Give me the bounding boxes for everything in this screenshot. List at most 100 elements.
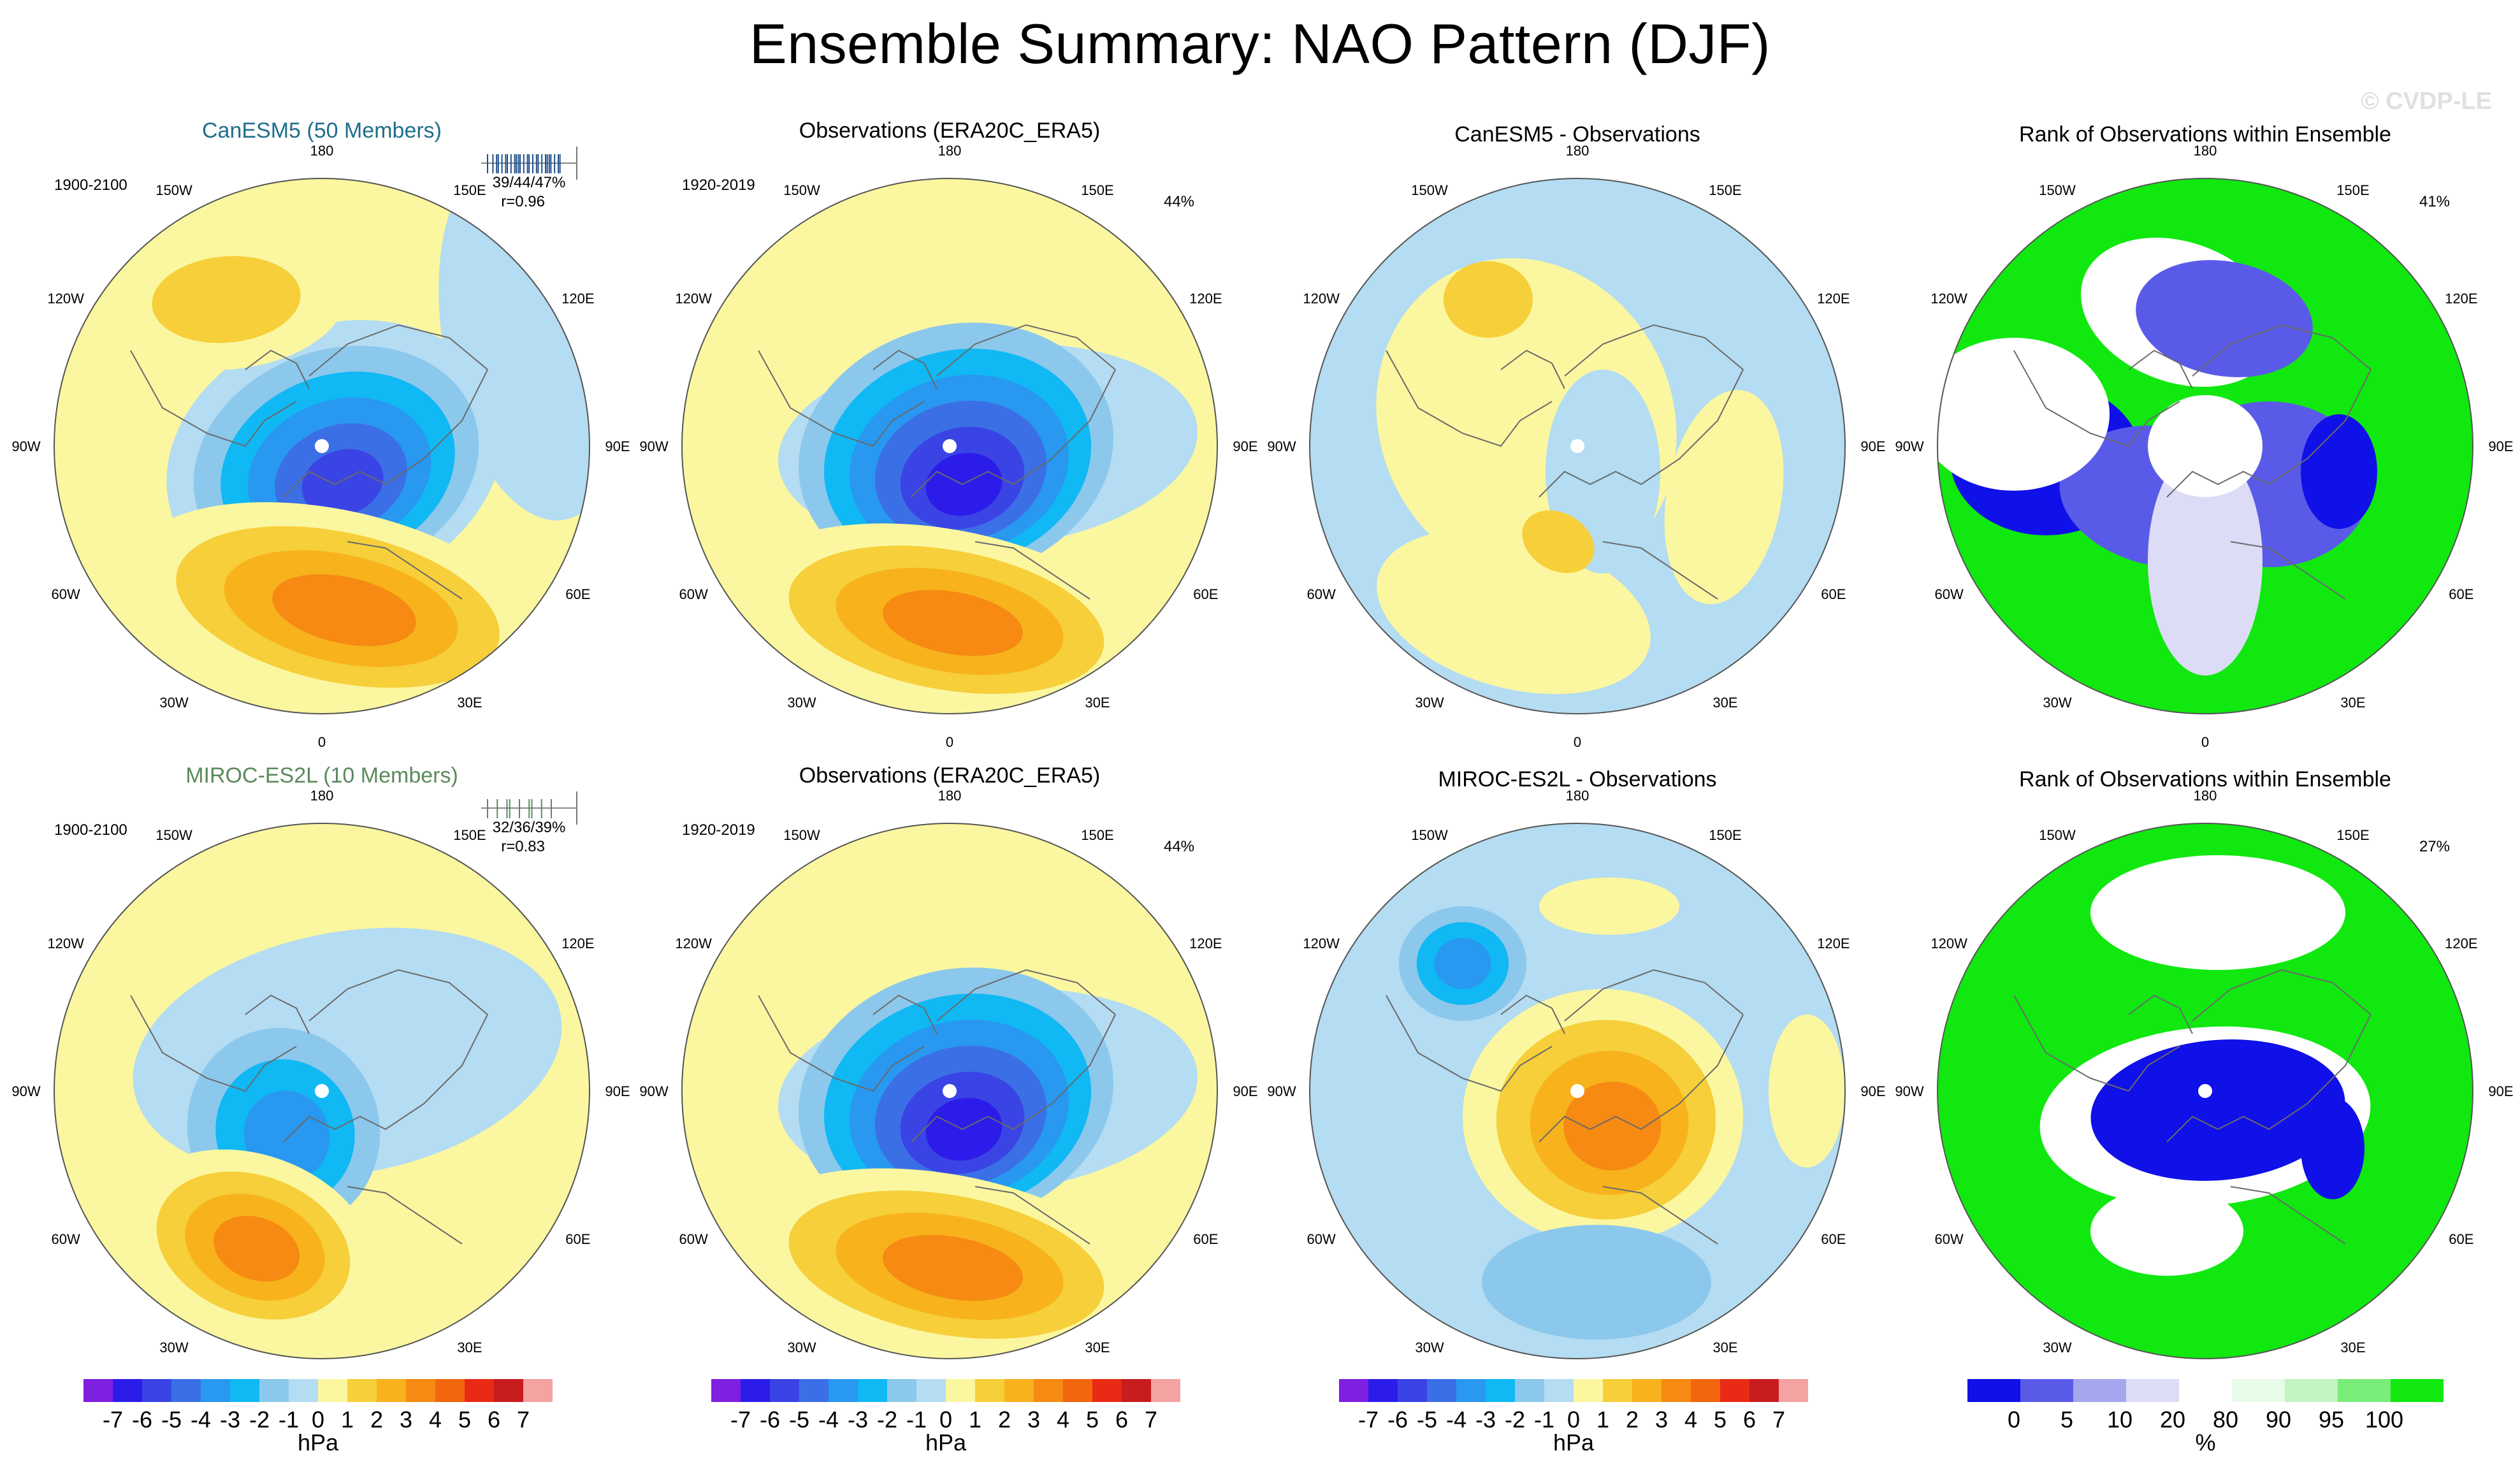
colorbar-tick-label: -7 bbox=[730, 1406, 751, 1433]
map-miroc-pattern-frame bbox=[54, 823, 590, 1359]
colorbar-tick-label: -7 bbox=[1358, 1406, 1379, 1433]
lon-label-120E: 120E bbox=[2445, 291, 2477, 307]
coastline bbox=[2013, 350, 2180, 447]
colorbar-hpa-3: -7 -6 -5 -4 -3 -2 -1 0 1 2 3 4 5 6 7 hPa bbox=[1339, 1379, 1808, 1456]
map-canesm5-minus-obs bbox=[1310, 178, 1845, 714]
colorbar-swatch bbox=[858, 1379, 887, 1402]
lon-label-120E: 120E bbox=[1817, 936, 1850, 951]
map-miroc-minus-obs-pos-east bbox=[1769, 1015, 1845, 1167]
colorbar-tick-label: -1 bbox=[906, 1406, 927, 1433]
colorbar-tick-label: -6 bbox=[760, 1406, 780, 1433]
map-miroc-pattern bbox=[54, 823, 590, 1359]
colorbar-swatch bbox=[1456, 1379, 1486, 1402]
map-rank-row2 bbox=[1937, 823, 2473, 1359]
coastline bbox=[2128, 349, 2193, 389]
map-canesm5-pattern-high-pacific-level-1.5 bbox=[152, 256, 301, 343]
colorbar-swatch bbox=[1398, 1379, 1427, 1402]
colorbar-tick-label: 10 bbox=[2107, 1406, 2133, 1433]
lon-label-150W: 150W bbox=[2039, 182, 2076, 198]
colorbar-tick-label: 5 bbox=[1714, 1406, 1727, 1433]
colorbar-swatch bbox=[377, 1379, 406, 1402]
map-obs-row2 bbox=[682, 823, 1217, 1359]
coastline bbox=[1386, 995, 1553, 1092]
colorbar-tick-label: -6 bbox=[132, 1406, 152, 1433]
lon-label-60E: 60E bbox=[565, 586, 590, 602]
coastline bbox=[2166, 1014, 2372, 1143]
colorbar-unit: hPa bbox=[925, 1429, 967, 1456]
colorbar-tick-label: 3 bbox=[400, 1406, 412, 1433]
colorbar-tick-label: 7 bbox=[517, 1406, 530, 1433]
colorbar-tick-label: -2 bbox=[1505, 1406, 1525, 1433]
coastline bbox=[283, 369, 488, 498]
colorbar-tick-label: -5 bbox=[789, 1406, 809, 1433]
colorbar-tick-label: -4 bbox=[818, 1406, 839, 1433]
colorbar-swatch bbox=[1779, 1379, 1808, 1402]
coastline bbox=[1386, 350, 1553, 447]
member-spread-ticks bbox=[481, 791, 577, 825]
map-obs-row1 bbox=[682, 178, 1217, 714]
map-rank-row2-region bbox=[2090, 1187, 2243, 1276]
coastline bbox=[308, 969, 488, 1022]
colorbar-tick-label: 80 bbox=[2213, 1406, 2238, 1433]
colorbar-tick-label: 1 bbox=[1597, 1406, 1609, 1433]
colorbar-swatch bbox=[2073, 1379, 2126, 1402]
north-pole-marker bbox=[2198, 439, 2212, 453]
colorbar-tick-label: -6 bbox=[1387, 1406, 1408, 1433]
lon-label-150E: 150E bbox=[1081, 827, 1113, 843]
lon-label-150W: 150W bbox=[156, 827, 192, 843]
colorbar-tick-label: -5 bbox=[161, 1406, 182, 1433]
colorbar-swatch bbox=[2338, 1379, 2391, 1402]
lon-label-90W: 90W bbox=[1895, 438, 1923, 454]
lon-label-60W: 60W bbox=[52, 586, 80, 602]
coastline bbox=[130, 350, 297, 447]
panel-title-model: CanESM5 (50 Members) bbox=[202, 119, 442, 143]
coastline bbox=[758, 995, 925, 1092]
period-label: 1900-2100 bbox=[54, 177, 127, 194]
coastline bbox=[936, 324, 1116, 377]
map-miroc-minus-obs-pos-pacific bbox=[1539, 878, 1679, 935]
lon-label-30E: 30E bbox=[2340, 695, 2365, 711]
lon-label-150E: 150E bbox=[2336, 827, 2369, 843]
lon-label-150E: 150E bbox=[453, 827, 486, 843]
map-rank-row2-region bbox=[2090, 855, 2345, 970]
colorbar-swatch bbox=[2232, 1379, 2285, 1402]
colorbar-unit: hPa bbox=[298, 1429, 339, 1456]
colorbar-tick-label: 7 bbox=[1772, 1406, 1785, 1433]
pct-explained-label: 44% bbox=[1164, 838, 1194, 855]
pattern-correlation-label: r=0.83 bbox=[501, 838, 545, 855]
colorbar-swatch bbox=[711, 1379, 741, 1402]
coastline bbox=[245, 349, 310, 389]
lon-label-90W: 90W bbox=[11, 1083, 40, 1099]
colorbar-swatch bbox=[259, 1379, 289, 1402]
map-obs-row1-high-south-level-3.5 bbox=[883, 589, 1023, 656]
pattern-correlation-label: r=0.96 bbox=[501, 193, 545, 210]
colorbar-swatch bbox=[171, 1379, 201, 1402]
colorbar-tick-label: -1 bbox=[279, 1406, 299, 1433]
colorbar-swatch bbox=[523, 1379, 553, 1402]
colorbar-swatch bbox=[1662, 1379, 1691, 1402]
colorbar-tick-label: 20 bbox=[2160, 1406, 2185, 1433]
page-title: Ensemble Summary: NAO Pattern (DJF) bbox=[749, 12, 1771, 75]
coastline bbox=[1500, 349, 1565, 389]
north-pole-marker bbox=[1570, 439, 1584, 453]
colorbar-swatch bbox=[2126, 1379, 2179, 1402]
colorbar-swatch bbox=[1004, 1379, 1034, 1402]
colorbar-swatch bbox=[741, 1379, 770, 1402]
map-rank-row2-frame bbox=[1937, 823, 2473, 1359]
lon-label-30E: 30E bbox=[2340, 1340, 2365, 1355]
coastline bbox=[2192, 969, 2372, 1022]
colorbar-swatch bbox=[1122, 1379, 1151, 1402]
lon-label-90E: 90E bbox=[1860, 1083, 1885, 1099]
colorbar-tick-label: 5 bbox=[2060, 1406, 2073, 1433]
lon-label-120W: 120W bbox=[47, 291, 84, 307]
colorbar-tick-label: 2 bbox=[998, 1406, 1011, 1433]
lon-label-0: 0 bbox=[2201, 734, 2209, 750]
lon-label-30W: 30W bbox=[787, 695, 816, 711]
map-rank-row1-region bbox=[2136, 260, 2313, 377]
panel-title-diff: CanESM5 - Observations bbox=[1454, 122, 1700, 147]
colorbar-tick-label: -4 bbox=[1446, 1406, 1466, 1433]
